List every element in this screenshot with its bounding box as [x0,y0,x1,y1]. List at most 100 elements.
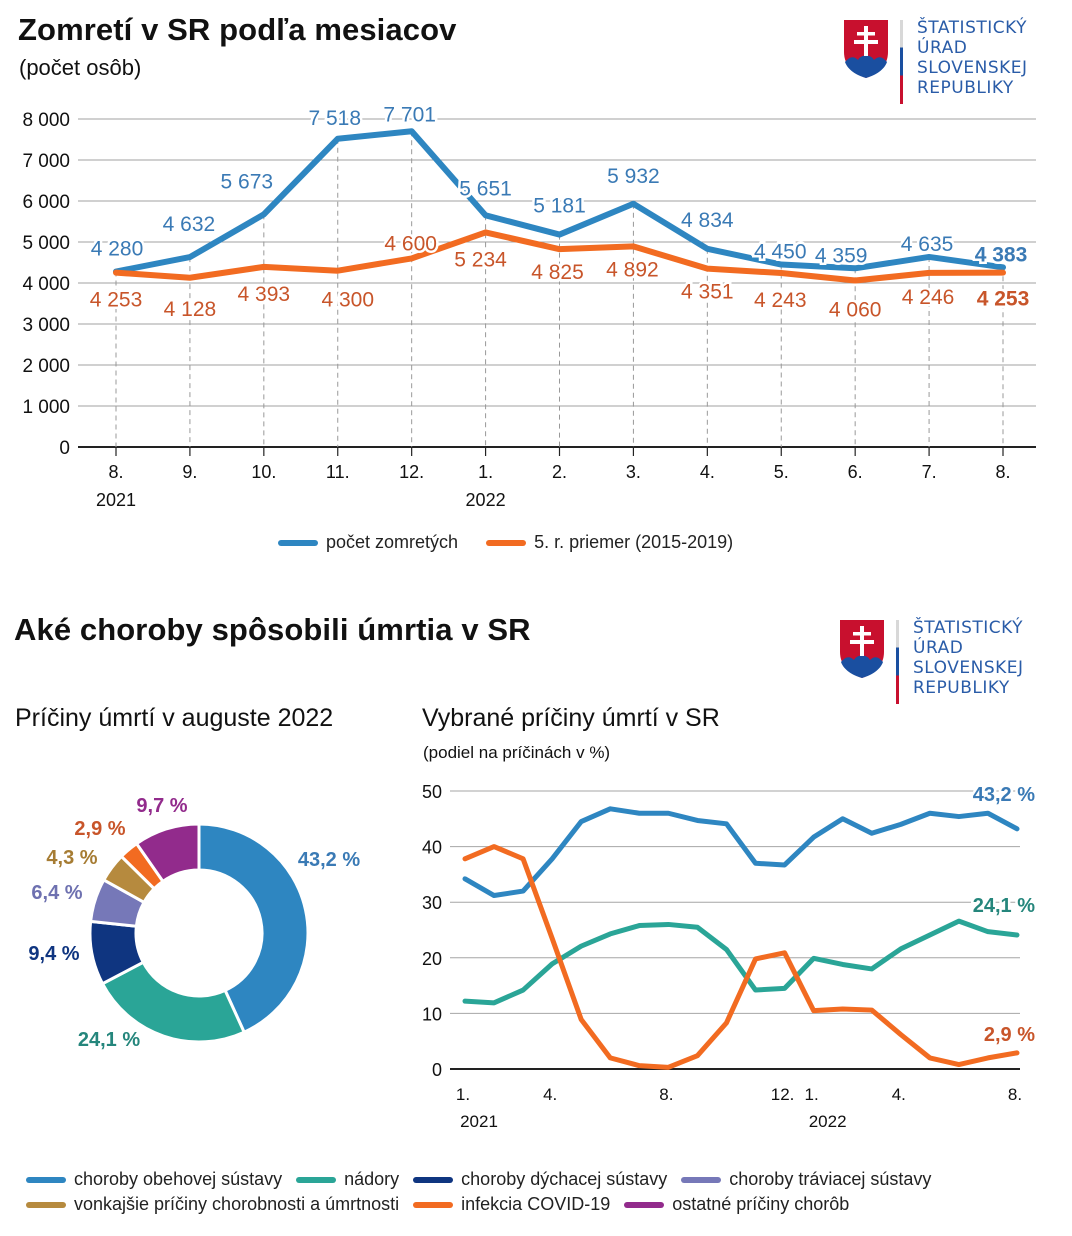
coat-of-arms-icon [840,620,884,678]
x-tick-label: 4. [700,462,715,482]
legend-item-average: 5. r. priemer (2015-2019) [486,532,733,553]
y-tick-label: 1 000 [22,397,70,418]
x-tick-label: 12. [399,462,424,482]
legend-item-deaths: počet zomretých [278,532,458,553]
logo-divider [900,20,903,104]
donut-label: 43,2 % [298,849,360,871]
series-line [462,844,1020,1070]
x-tick-label: 8. [995,462,1010,482]
data-label: 4 393 [238,283,291,306]
x-tick-label: 9. [182,462,197,482]
x-tick-label: 5. [774,462,789,482]
x-tick-label: 10. [251,462,276,482]
series-line-deaths [113,128,1006,275]
logo-line: ÚRAD [917,38,968,58]
end-label: 43,2 % [973,784,1035,806]
donut-label: 9,4 % [28,943,79,965]
logo-divider [896,620,899,704]
data-label: 4 359 [815,244,868,267]
data-label: 4 300 [321,289,374,312]
y-tick-label: 0 [432,1060,442,1080]
end-label: 2,9 % [984,1024,1035,1046]
y-tick-label: 6 000 [22,192,70,213]
legend-item: choroby tráviacej sústavy [681,1169,931,1190]
logo-text: ŠTATISTICKÝ ÚRAD SLOVENSKEJ REPUBLIKY [913,618,1024,698]
y-tick-label: 7 000 [22,151,70,172]
logo-line: SLOVENSKEJ [917,58,1028,78]
section2-title: Aké choroby spôsobili úmrtia v SR [14,612,531,647]
data-label: 4 600 [384,232,437,255]
year-label: 2021 [460,1112,498,1131]
data-label: 5 673 [221,170,274,193]
data-label: 4 253 [977,288,1030,311]
legend-swatch [413,1201,454,1208]
y-tick-label: 40 [422,838,442,858]
x-tick-label: 8. [108,462,123,482]
legend-label: ostatné príčiny chorôb [672,1194,850,1214]
deaths-line-chart: 0 1 000 2 000 3 000 4 000 5 000 6 000 7 000 8 00… [22,101,1036,510]
legend-swatch [296,1176,337,1183]
chart1-subtitle: (počet osôb) [19,55,142,80]
data-label: 4 246 [902,286,955,309]
data-label: 7 701 [383,103,436,126]
logo-bottom: ŠTATISTICKÝ ÚRAD SLOVENSKEJ REPUBLIKY [838,618,1038,708]
legend-swatch [486,539,527,546]
legend-item: choroby obehovej sústavy [26,1169,282,1190]
data-label: 5 234 [454,248,507,271]
data-label: 5 181 [533,195,586,218]
causes-legend: choroby obehovej sústavy nádory choroby … [26,1169,1066,1215]
logo-line: ÚRAD [913,638,964,658]
legend-label: choroby obehovej sústavy [74,1169,283,1189]
data-label: 4 280 [91,238,144,261]
year-label: 2022 [466,490,506,510]
y-tick-label: 50 [422,782,442,802]
legend-label: 5. r. priemer (2015-2019) [534,532,734,552]
legend-label: počet zomretých [326,532,459,552]
legend-item: infekcia COVID-19 [413,1194,610,1215]
legend-swatch [26,1201,66,1208]
legend-label: choroby dýchacej sústavy [461,1169,668,1189]
x-tick-label: 4. [543,1085,557,1104]
chart1-legend: počet zomretých 5. r. priemer (2015-2019… [278,532,747,553]
logo-top: ŠTATISTICKÝ ÚRAD SLOVENSKEJ REPUBLIKY [842,18,1042,108]
legend-label: choroby tráviacej sústavy [729,1169,932,1189]
y-tick-label: 30 [422,893,442,913]
donut-label: 2,9 % [74,818,125,840]
legend-label: vonkajšie príčiny chorobnosti a úmrtnost… [74,1194,400,1214]
data-label: 4 128 [164,298,217,321]
data-label: 4 834 [681,209,734,232]
x-tick-label: 3. [626,462,641,482]
y-tick-label: 2 000 [22,356,70,377]
line2-subtitle: (podiel na príčinách v %) [423,743,611,762]
x-tick-label: 12. [771,1085,795,1104]
legend-label: nádory [344,1169,400,1189]
y-tick-label: 3 000 [22,315,70,336]
y-tick-label: 5 000 [22,233,70,254]
data-label: 4 243 [754,289,807,312]
series-line [462,806,1020,899]
x-tick-label: 8. [1008,1085,1022,1104]
data-label: 4 383 [975,243,1028,266]
data-label: 5 651 [459,177,512,200]
data-label: 7 518 [308,107,361,130]
legend-item: nádory [296,1169,399,1190]
y-tick-label: 4 000 [22,274,70,295]
data-label: 5 932 [607,165,660,188]
series-line [462,918,1020,1006]
donut-label: 6,4 % [31,882,82,904]
legend-swatch [413,1176,454,1183]
logo-line: ŠTATISTICKÝ [917,18,1028,38]
year-label: 2022 [809,1112,847,1131]
y-tick-label: 10 [422,1004,442,1024]
legend-item: ostatné príčiny chorôb [624,1194,849,1215]
x-tick-label: 4. [892,1085,906,1104]
x-tick-label: 2. [552,462,567,482]
donut-label: 4,3 % [46,847,97,869]
series-line-average [113,229,1006,284]
year-label: 2021 [96,490,136,510]
x-tick-label: 1. [805,1085,819,1104]
data-label: 4 253 [90,289,143,312]
data-label: 4 632 [163,213,216,236]
donut-title: Príčiny úmrtí v auguste 2022 [15,704,334,732]
donut-label: 24,1 % [78,1029,140,1051]
